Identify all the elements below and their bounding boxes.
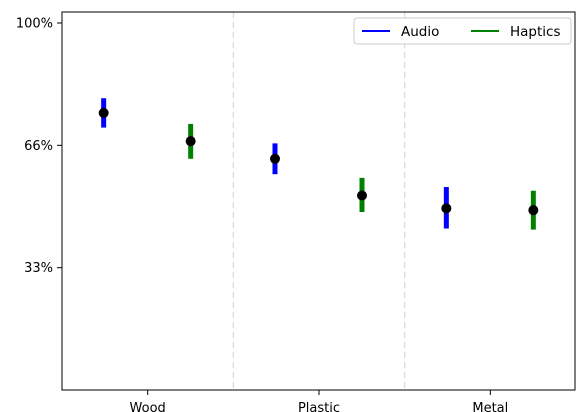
audio-mean-point [441, 203, 452, 214]
haptics-mean-point [357, 190, 367, 201]
y-tick-label: 33% [24, 261, 53, 276]
x-tick-label: Metal [472, 401, 508, 412]
legend-label-haptics: Haptics [510, 24, 561, 40]
x-tick-label: Plastic [298, 401, 340, 412]
legend-label-audio: Audio [401, 24, 439, 40]
audio-mean-point [270, 153, 280, 164]
haptics-mean-point [185, 136, 196, 147]
audio-mean-point [98, 107, 109, 118]
plot-frame [61, 11, 576, 391]
x-tick-label: Wood [130, 401, 166, 412]
y-tick-label: 100% [16, 17, 53, 32]
y-tick-label: 66% [24, 139, 53, 154]
legend-box [353, 17, 572, 45]
haptics-mean-point [528, 205, 539, 216]
